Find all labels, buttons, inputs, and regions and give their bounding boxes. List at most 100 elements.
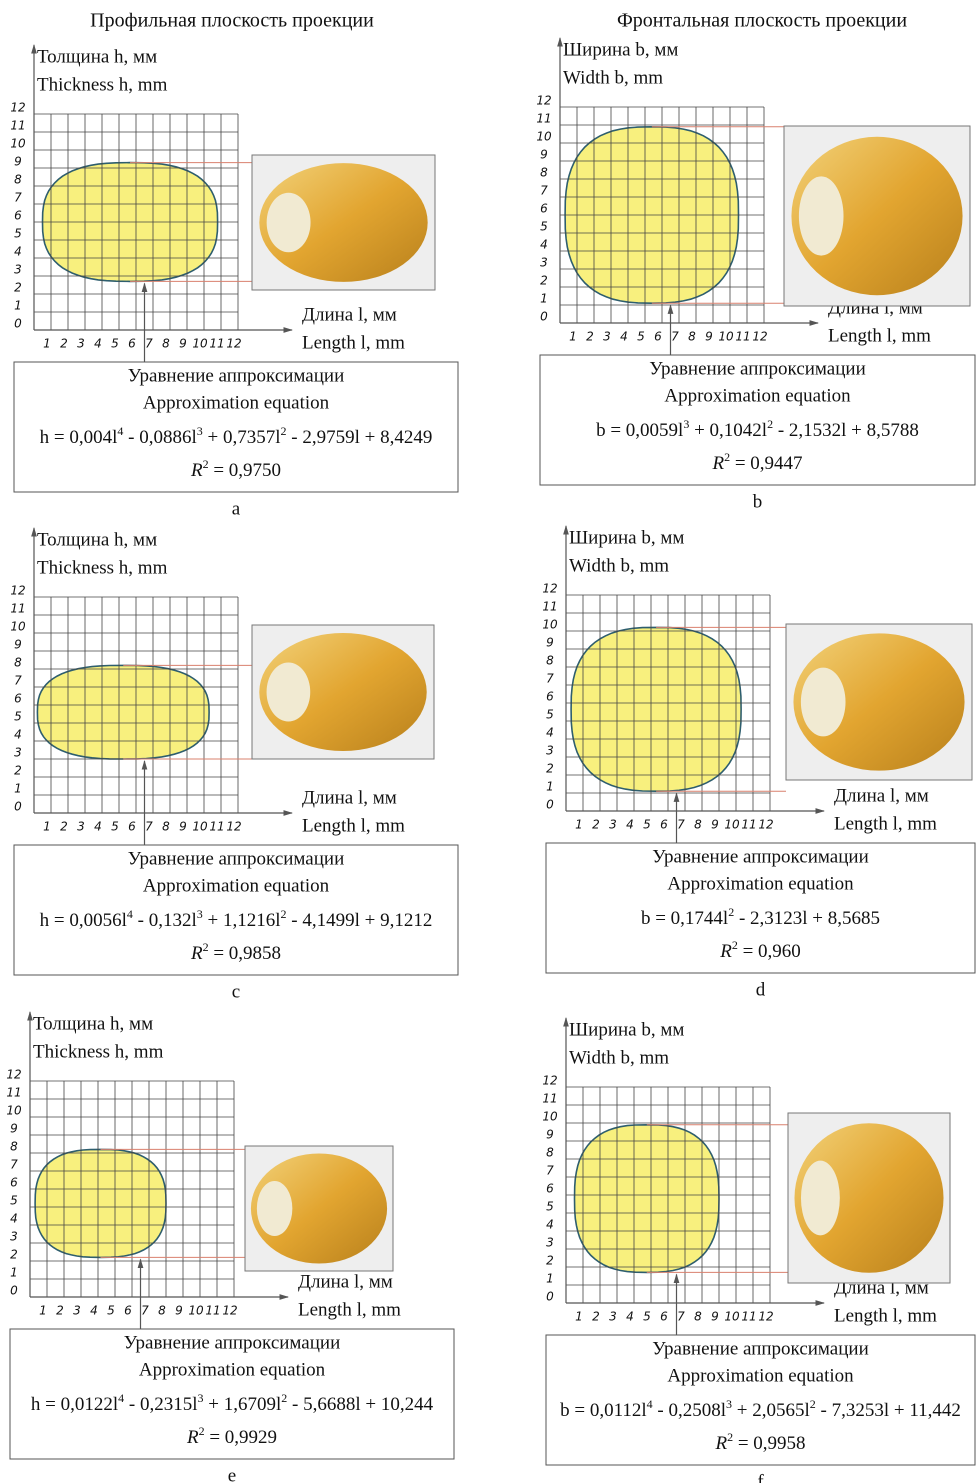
y-tick-label: 8 <box>14 173 22 187</box>
equation-title: Уравнение аппроксимации <box>124 1332 341 1353</box>
x-tick-label: 1 <box>575 818 583 832</box>
y-tick-label: 6 <box>14 692 22 706</box>
y-tick-label: 5 <box>546 708 554 722</box>
x-tick-label: 5 <box>111 820 119 834</box>
equation: h = 0,0056l4 - 0,132l3 + 1,1216l2 - 4,14… <box>40 907 433 932</box>
x-tick-label: 11 <box>741 818 756 832</box>
y-tick-label: 0 <box>14 317 22 331</box>
r-squared-value: = 0,9958 <box>733 1433 805 1454</box>
x-tick-label: 2 <box>592 818 600 832</box>
y-tick-label: 4 <box>546 726 554 740</box>
r-squared-value: = 0,9858 <box>209 943 281 964</box>
x-tick-label: 11 <box>209 820 224 834</box>
x-tick-label: 1 <box>569 330 577 344</box>
x-tick-label: 6 <box>660 1310 668 1324</box>
r-squared-symbol: R <box>711 453 724 474</box>
equation-title: Уравнение аппроксимации <box>652 1338 869 1359</box>
x-tick-label: 9 <box>711 818 719 832</box>
r-squared-symbol: R <box>190 943 203 964</box>
x-tick-label: 9 <box>179 820 187 834</box>
equation-term: + 1,1216l <box>203 910 281 931</box>
x-axis-label: Length l, mm <box>302 332 405 353</box>
x-tick-label: 2 <box>60 820 68 834</box>
x-tick-label: 5 <box>111 337 119 351</box>
equation-term: - 0,2315l <box>124 1394 197 1415</box>
panel-label: a <box>232 498 241 519</box>
equation-title: Approximation equation <box>667 873 854 894</box>
equation-term: - 0,0886l <box>123 427 196 448</box>
x-tick-label: 2 <box>586 330 594 344</box>
kernel-outline <box>37 665 209 759</box>
y-tick-label: 3 <box>14 746 22 760</box>
x-tick-label: 12 <box>752 330 767 344</box>
equation-title: Approximation equation <box>143 392 330 413</box>
y-tick-label: 10 <box>542 1110 558 1124</box>
y-tick-label: 3 <box>546 744 554 758</box>
y-axis-label: Width b, mm <box>569 1047 669 1068</box>
y-tick-label: 8 <box>10 1140 18 1154</box>
equation-title: Approximation equation <box>667 1365 854 1386</box>
x-tick-label: 3 <box>73 1304 81 1318</box>
x-tick-label: 3 <box>609 1310 617 1324</box>
y-tick-label: 2 <box>540 274 548 288</box>
x-tick-label: 10 <box>188 1304 204 1318</box>
x-tick-label: 11 <box>741 1310 756 1324</box>
y-tick-label: 11 <box>10 602 25 616</box>
x-tick-label: 5 <box>643 818 651 832</box>
y-tick-label: 8 <box>14 656 22 670</box>
x-tick-label: 8 <box>688 330 696 344</box>
x-tick-label: 10 <box>724 818 740 832</box>
equation-term: - 2,1532l + 8,5788 <box>773 420 919 441</box>
y-tick-label: 3 <box>546 1236 554 1250</box>
y-tick-label: 12 <box>542 582 557 596</box>
y-tick-label: 4 <box>546 1218 554 1232</box>
equation-title: Уравнение аппроксимации <box>652 846 869 867</box>
y-axis-label: Thickness h, mm <box>37 74 168 95</box>
y-tick-label: 1 <box>14 299 22 313</box>
r-squared: R2 = 0,960 <box>719 938 801 963</box>
r-squared-symbol: R <box>719 941 732 962</box>
x-tick-label: 4 <box>90 1304 98 1318</box>
equation-term: - 0,132l <box>133 910 197 931</box>
r-squared-symbol: R <box>186 1427 199 1448</box>
x-tick-label: 6 <box>128 820 136 834</box>
x-tick-label: 5 <box>637 330 645 344</box>
x-tick-label: 12 <box>758 818 773 832</box>
y-tick-label: 7 <box>10 1158 18 1172</box>
y-tick-label: 9 <box>14 155 22 169</box>
x-tick-label: 3 <box>77 820 85 834</box>
r-squared-value: = 0,9447 <box>730 453 802 474</box>
y-tick-label: 12 <box>536 94 551 108</box>
y-axis-label: Ширина b, мм <box>569 1019 684 1040</box>
equation-title: Approximation equation <box>139 1359 326 1380</box>
x-tick-label: 4 <box>626 818 634 832</box>
y-tick-label: 8 <box>540 166 548 180</box>
x-tick-label: 10 <box>724 1310 740 1324</box>
x-tick-label: 11 <box>209 337 224 351</box>
x-tick-label: 3 <box>77 337 85 351</box>
y-tick-label: 7 <box>546 1164 554 1178</box>
equation-term: - 2,9759l + 8,4249 <box>287 427 433 448</box>
r-squared-value: = 0,9750 <box>209 460 281 481</box>
y-tick-label: 10 <box>536 130 552 144</box>
y-tick-label: 12 <box>542 1074 557 1088</box>
y-tick-label: 4 <box>14 728 22 742</box>
y-tick-label: 0 <box>546 798 554 812</box>
y-tick-label: 11 <box>6 1086 21 1100</box>
y-tick-label: 8 <box>546 654 554 668</box>
equation-title: Уравнение аппроксимации <box>128 365 345 386</box>
r-squared-value: = 0,9929 <box>205 1427 277 1448</box>
y-tick-label: 1 <box>540 292 548 306</box>
x-tick-label: 12 <box>222 1304 237 1318</box>
x-tick-label: 1 <box>43 820 51 834</box>
panel-label: b <box>753 491 763 512</box>
x-tick-label: 6 <box>660 818 668 832</box>
y-tick-label: 9 <box>546 636 554 650</box>
x-tick-label: 3 <box>609 818 617 832</box>
x-tick-label: 4 <box>94 337 102 351</box>
y-tick-label: 6 <box>546 690 554 704</box>
y-axis-label: Width b, mm <box>563 67 663 88</box>
kernel-germ <box>799 176 844 255</box>
x-tick-label: 12 <box>226 820 241 834</box>
y-tick-label: 12 <box>10 101 25 115</box>
